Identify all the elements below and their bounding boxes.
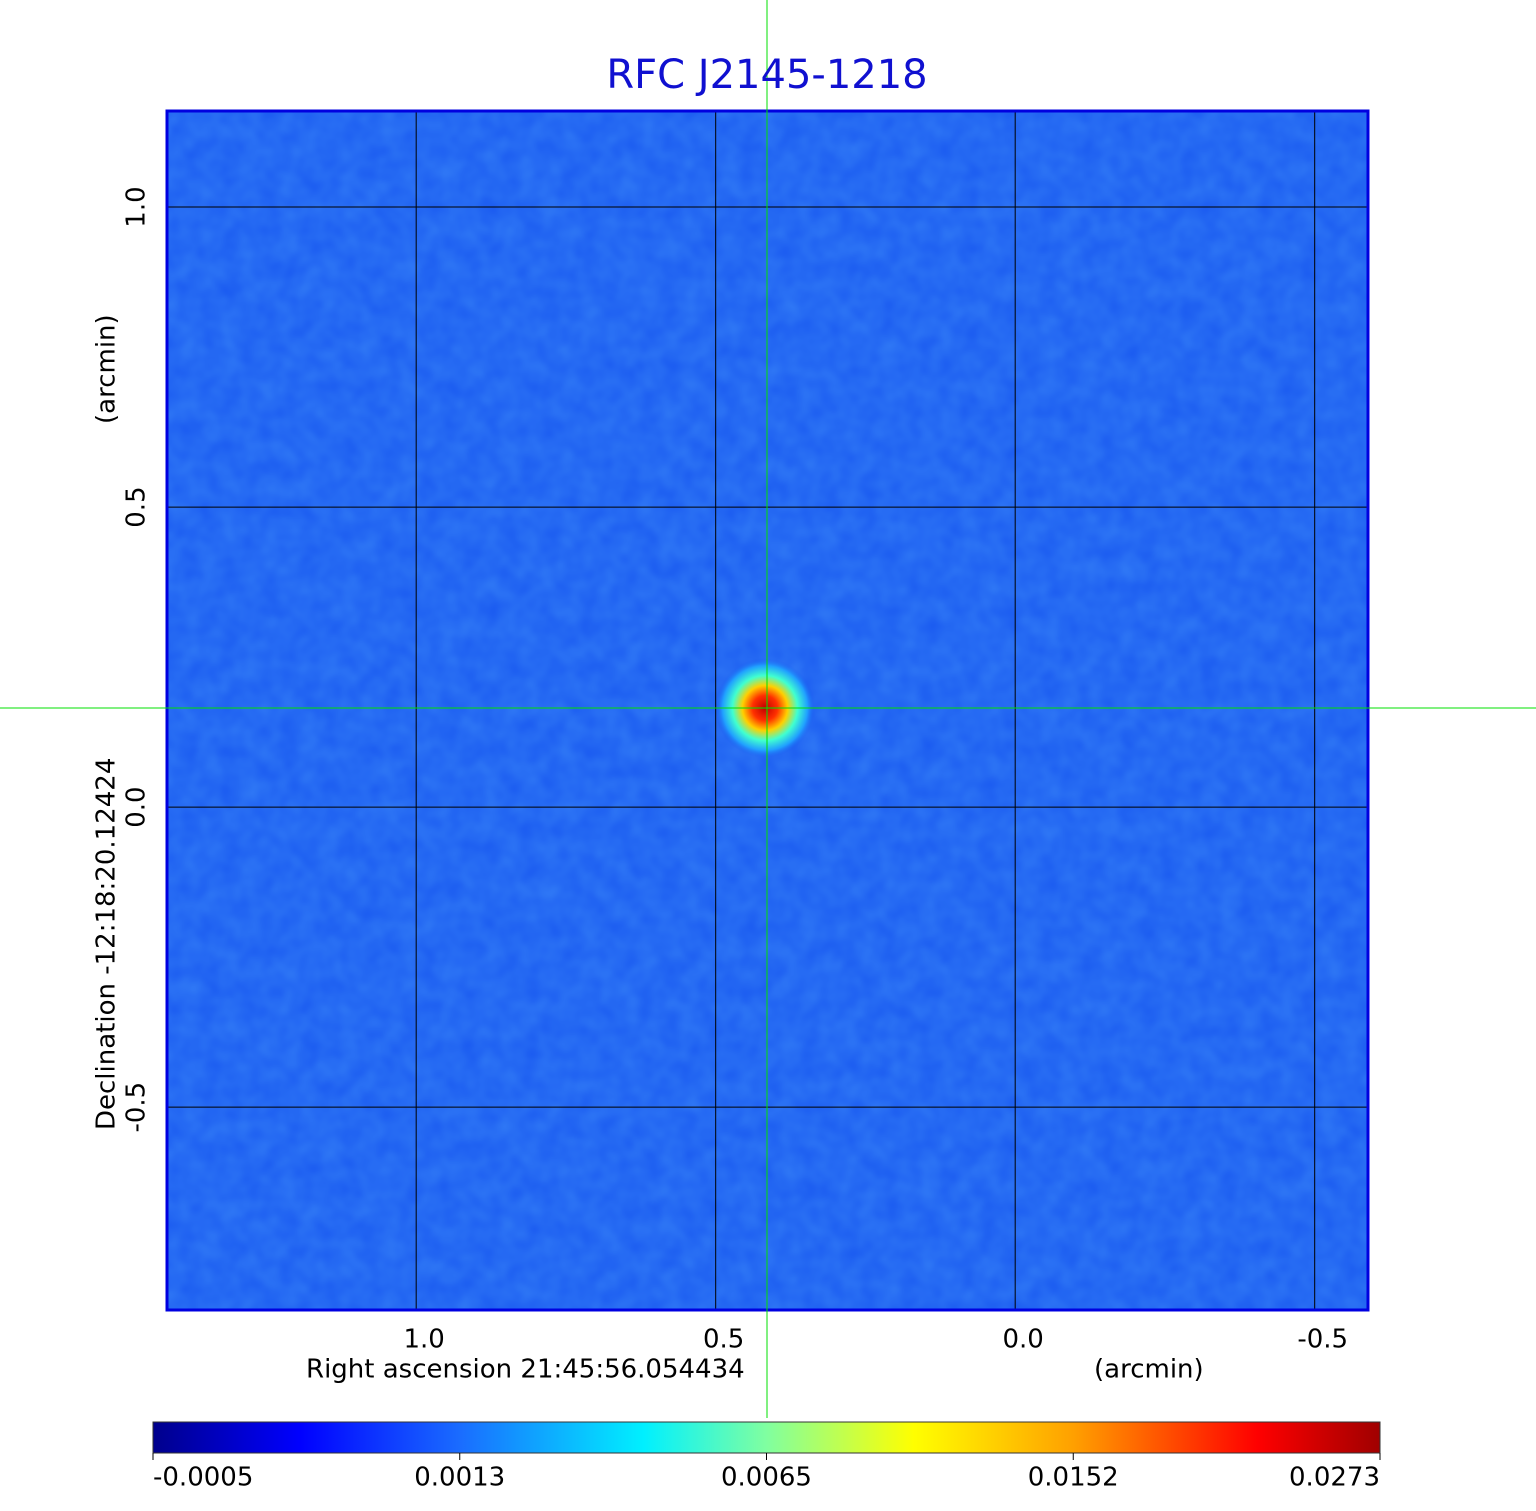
colorbar-tick-label: -0.0005 <box>153 1463 253 1493</box>
chart-title: RFC J2145-1218 <box>606 52 927 98</box>
y-tick-label: 1.0 <box>122 186 152 227</box>
x-tick-label: 0.5 <box>703 1325 744 1355</box>
y-tick-label: 0.5 <box>122 486 152 527</box>
colorbar-tick-label: 0.0065 <box>721 1463 812 1493</box>
colorbar-tick-label: 0.0013 <box>414 1463 505 1493</box>
x-tick-label: 1.0 <box>404 1325 445 1355</box>
x-tick-label: 0.0 <box>1003 1325 1044 1355</box>
x-axis-label: Right ascension 21:45:56.054434 <box>306 1355 745 1385</box>
y-axis-label: Declination -12:18:20.12424 <box>92 758 122 1130</box>
x-tick-label: -0.5 <box>1297 1325 1348 1355</box>
colorbar <box>152 1421 1381 1454</box>
x-axis-unit: (arcmin) <box>1094 1355 1204 1385</box>
y-tick-label: -0.5 <box>122 1082 152 1133</box>
y-tick-label: 0.0 <box>122 786 152 827</box>
colorbar-tick-label: 0.0273 <box>1289 1463 1380 1493</box>
colorbar-tick-label: 0.0152 <box>1028 1463 1119 1493</box>
y-axis-unit: (arcmin) <box>92 314 122 424</box>
